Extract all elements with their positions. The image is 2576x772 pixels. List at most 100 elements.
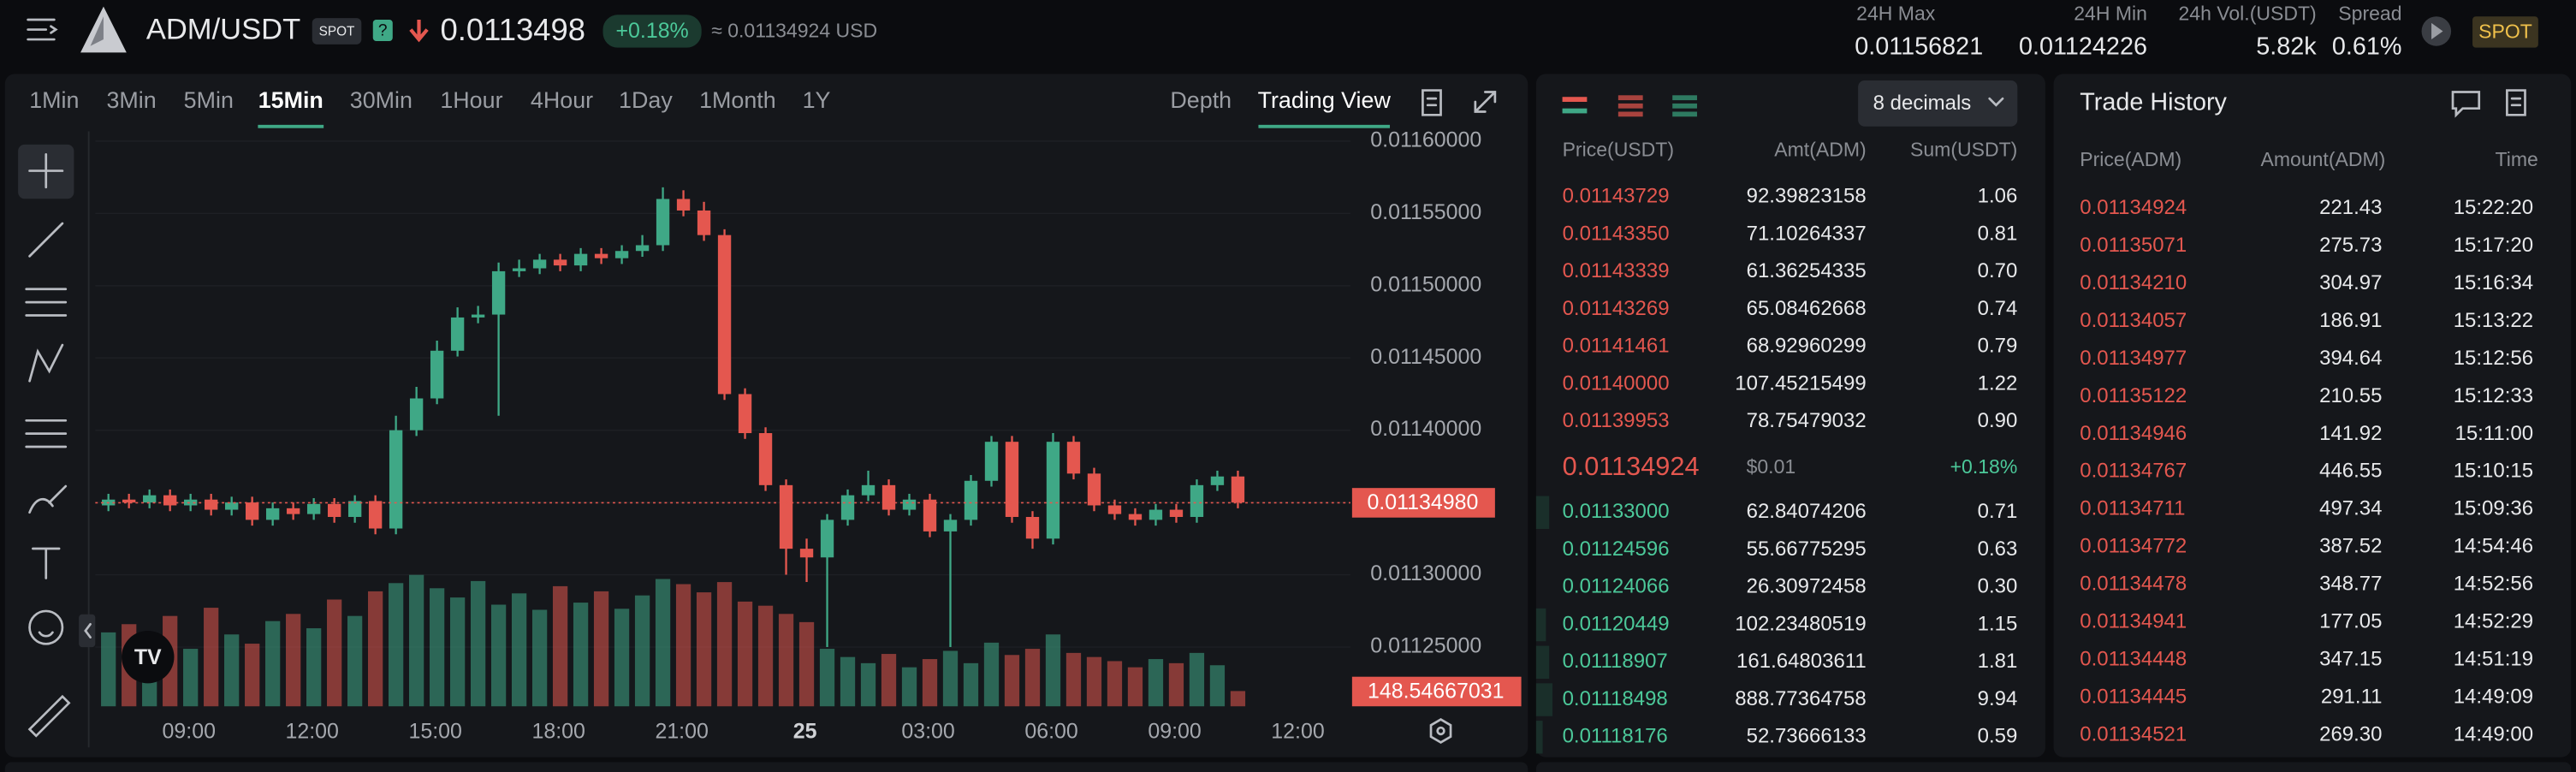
volume-bar xyxy=(490,604,507,707)
chat-icon[interactable] xyxy=(2451,91,2481,118)
trade-price: 0.01134210 xyxy=(2080,271,2187,294)
candle-body xyxy=(450,317,465,351)
emoji-tool[interactable] xyxy=(28,609,64,645)
candle-body xyxy=(471,314,485,318)
pattern-tool[interactable] xyxy=(28,343,64,383)
timeframe-tab[interactable]: 1Hour xyxy=(440,87,502,113)
collapse-icon[interactable] xyxy=(84,622,92,638)
timeframe-tab[interactable]: 5Min xyxy=(184,87,234,113)
depth-bar xyxy=(1535,496,1550,529)
candle-body xyxy=(204,499,218,510)
x-tick-label: 18:00 xyxy=(531,720,585,744)
logo-shade xyxy=(90,16,104,46)
volume-bar xyxy=(778,614,794,707)
candle-body xyxy=(1025,516,1040,539)
book-price: 0.01118176 xyxy=(1563,725,1668,748)
help-bg[interactable] xyxy=(372,20,393,41)
candle-body xyxy=(184,499,198,506)
chart-panel xyxy=(4,74,1528,757)
decimals-select[interactable] xyxy=(1858,80,2018,127)
menu-icon[interactable] xyxy=(27,18,58,41)
volume-bar xyxy=(286,614,301,707)
volume-bar xyxy=(757,605,774,707)
candle-body xyxy=(656,199,670,246)
book-view-bids[interactable] xyxy=(1672,95,1697,117)
candle-body xyxy=(143,495,157,503)
trendline-tool[interactable] xyxy=(28,222,64,258)
book-view-asks[interactable] xyxy=(1617,95,1643,117)
trade-time: 14:49:09 xyxy=(2454,685,2533,708)
pair: ADM/USDT xyxy=(146,14,300,46)
timeframe-tab[interactable]: 1Day xyxy=(619,87,673,113)
volume-bar xyxy=(347,615,363,707)
spot-button-bg[interactable] xyxy=(2472,16,2538,48)
trade-price: 0.01134445 xyxy=(2080,685,2187,708)
candle-body xyxy=(902,499,917,510)
column-header: Price(ADM) xyxy=(2080,148,2181,170)
volume-bar xyxy=(1189,652,1205,707)
candle-body xyxy=(512,268,526,271)
change-bg xyxy=(602,15,702,48)
ruler-tool[interactable] xyxy=(27,694,71,738)
trade-time: 15:12:33 xyxy=(2454,384,2533,407)
volume-bar xyxy=(942,650,959,707)
chart-settings[interactable] xyxy=(1429,718,1452,745)
timeframe-tab[interactable]: 30Min xyxy=(350,87,413,113)
candle-body xyxy=(635,245,650,252)
book-amount: 107.45215499 xyxy=(1735,371,1866,395)
trade-time: 14:49:00 xyxy=(2454,722,2533,745)
volume-bar xyxy=(449,597,466,707)
tab-underline xyxy=(258,124,324,128)
lines-tool[interactable] xyxy=(25,288,68,317)
candle-body xyxy=(122,499,136,503)
chart-settings-icon[interactable] xyxy=(1422,89,1442,116)
book-sum: 0.30 xyxy=(1978,575,2018,598)
view-tab[interactable]: Trading View xyxy=(1258,87,1392,113)
timeframe-tab[interactable]: 1Y xyxy=(803,87,831,113)
mid-change: +0.18% xyxy=(1950,455,2018,478)
spot-button[interactable]: SPOT xyxy=(2478,20,2532,42)
text-tool[interactable] xyxy=(32,547,61,579)
book-sum: 0.90 xyxy=(1978,409,2018,432)
candle-body xyxy=(1190,484,1204,517)
book-price: 0.01139953 xyxy=(1563,409,1670,432)
book-price: 0.01120449 xyxy=(1563,612,1670,635)
volume-bar xyxy=(737,601,753,707)
candle-body xyxy=(1005,442,1019,517)
view-tab[interactable]: Depth xyxy=(1170,87,1232,113)
change: +0.18% xyxy=(615,19,688,43)
brush-tool[interactable] xyxy=(28,484,68,514)
chevron[interactable] xyxy=(1988,97,2004,107)
y-tick-label: 0.01145000 xyxy=(1370,345,1481,369)
timeframe-tab[interactable]: 15Min xyxy=(258,87,323,113)
crosshair-tool[interactable] xyxy=(28,153,64,189)
volume-bar xyxy=(306,628,322,707)
book-price: 0.01124596 xyxy=(1563,537,1670,561)
volume-bar xyxy=(245,644,260,707)
timeframe-tab[interactable]: 3Min xyxy=(106,87,156,113)
timeframe-tab[interactable]: 1Min xyxy=(29,87,79,113)
list-icon[interactable] xyxy=(2506,89,2526,116)
y-tick-label: 0.01125000 xyxy=(1370,634,1481,658)
fullscreen-icon[interactable] xyxy=(1474,91,1497,113)
fib-tool[interactable] xyxy=(25,419,68,448)
volume-bar xyxy=(1168,662,1184,707)
stat-label: Spread xyxy=(2338,2,2401,24)
trade-time: 14:51:19 xyxy=(2454,647,2533,670)
collapse-button[interactable] xyxy=(79,614,96,648)
candle-body xyxy=(758,433,773,485)
x-tick-label: 12:00 xyxy=(1271,720,1324,744)
volume-bar xyxy=(614,609,630,707)
volume-bar xyxy=(840,656,856,707)
help[interactable]: ? xyxy=(378,22,388,40)
timeframe-tab[interactable]: 1Month xyxy=(699,87,776,113)
volume-bar xyxy=(470,580,486,707)
decimals[interactable]: 8 decimals xyxy=(1873,92,1972,115)
candle-body xyxy=(347,501,362,517)
column-header: Amount(ADM) xyxy=(2261,148,2386,170)
timeframe-tab[interactable]: 4Hour xyxy=(531,87,593,113)
candle-body xyxy=(1128,514,1143,520)
book-view-both[interactable] xyxy=(1562,97,1588,114)
